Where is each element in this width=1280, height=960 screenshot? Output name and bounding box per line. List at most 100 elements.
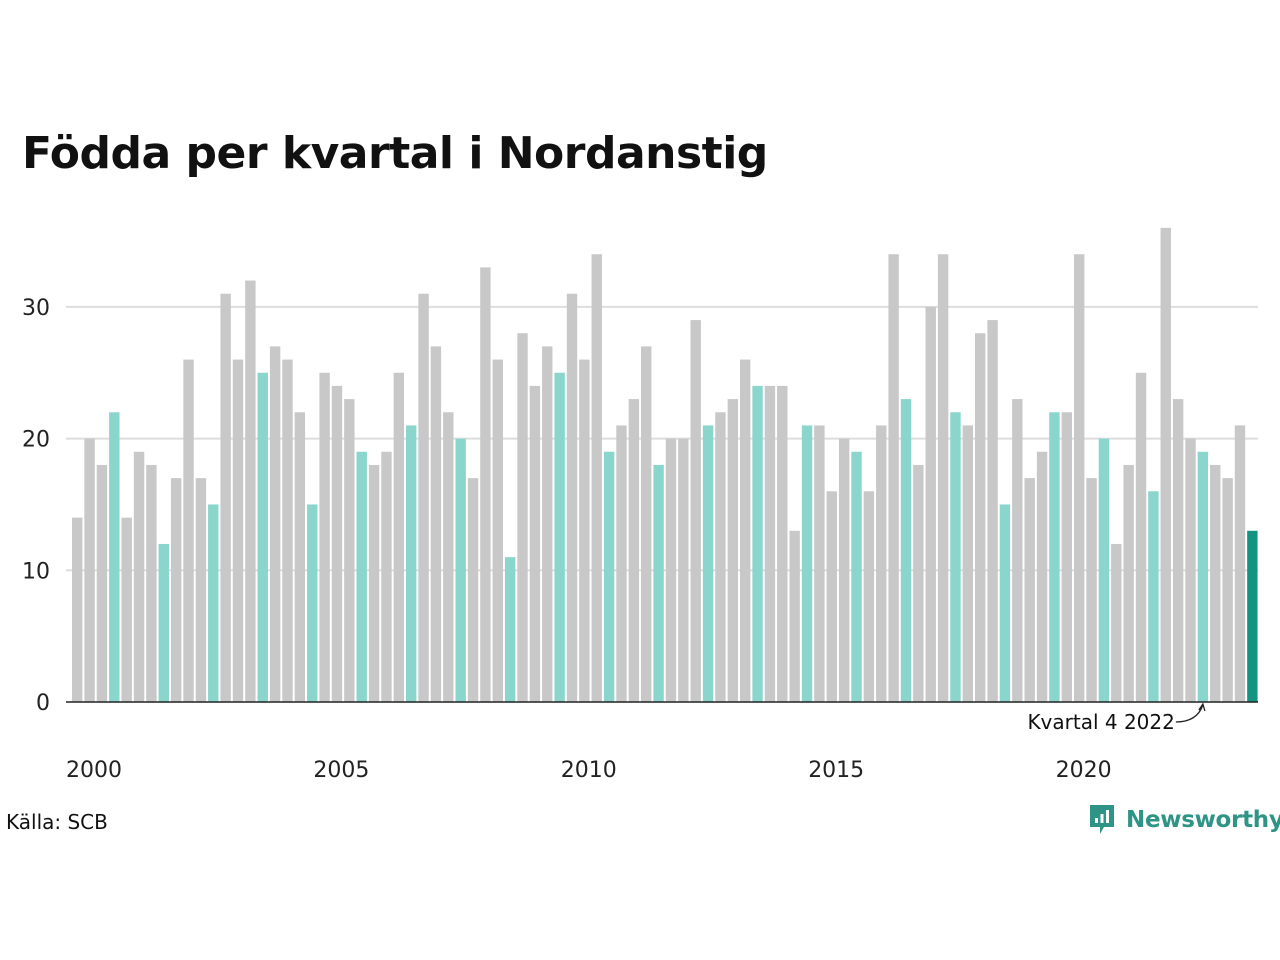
bar-2013-q3	[739, 359, 751, 702]
bar-2011-q1	[616, 425, 627, 702]
bar-2014-q3	[789, 530, 800, 702]
bar-2021-q3	[1135, 372, 1147, 702]
bar-2014-q1	[764, 385, 776, 702]
annotation-arrow-icon	[1175, 702, 1206, 723]
bar-2023-q4	[1247, 530, 1258, 702]
bar-2010-q2	[579, 359, 590, 702]
bar-2001-q2	[133, 451, 145, 702]
bar-2019-q1	[1012, 399, 1023, 702]
bar-2016-q3	[888, 254, 899, 702]
y-tick-label: 10	[22, 559, 50, 584]
bar-2010-q1	[566, 293, 578, 702]
bar-2007-q4	[455, 438, 466, 702]
bar-2023-q2	[1222, 478, 1233, 702]
bar-2004-q4	[307, 504, 318, 702]
bar-2022-q4	[1197, 451, 1209, 702]
y-tick-label: 30	[22, 296, 50, 321]
bar-2003-q1	[220, 293, 231, 702]
bar-2017-q2	[925, 306, 936, 702]
source-note: Källa: SCB	[6, 810, 108, 834]
bar-2002-q1	[170, 478, 182, 702]
bar-2015-q4	[851, 451, 862, 702]
bar-2016-q1	[863, 491, 875, 702]
bar-2012-q1	[665, 438, 677, 702]
bar-2014-q4	[801, 425, 813, 702]
bar-2018-q4	[999, 504, 1011, 702]
chart-title: Födda per kvartal i Nordanstig	[22, 128, 768, 179]
bar-2008-q4	[504, 557, 516, 702]
bar-2016-q4	[900, 399, 912, 702]
bar-2022-q3	[1185, 438, 1196, 702]
bar-2007-q1	[418, 293, 429, 702]
bar-2019-q3	[1036, 451, 1048, 702]
bar-2014-q2	[777, 385, 788, 702]
bar-2015-q3	[838, 438, 850, 702]
bar-2005-q4	[356, 451, 367, 702]
bar-2020-q1	[1061, 412, 1072, 702]
bars	[72, 227, 1258, 702]
bar-2009-q3	[542, 346, 553, 702]
y-tick-label: 20	[22, 428, 50, 453]
bar-2005-q3	[344, 399, 355, 702]
bar-2003-q3	[245, 280, 256, 702]
bar-2015-q2	[826, 491, 837, 702]
bar-2011-q3	[641, 346, 652, 702]
bar-2012-q4	[702, 425, 714, 702]
bar-2008-q2	[480, 267, 491, 702]
annotation: Kvartal 4 2022	[1027, 702, 1206, 734]
bar-2019-q2	[1024, 478, 1035, 702]
bar-2001-q4	[158, 543, 169, 702]
bar-2012-q3	[690, 320, 701, 702]
bar-2008-q3	[492, 359, 503, 702]
bar-2022-q1	[1160, 227, 1171, 702]
bar-2009-q1	[517, 333, 528, 702]
bar-2023-q3	[1234, 425, 1246, 702]
bar-2017-q1	[913, 464, 924, 702]
bar-2008-q1	[467, 478, 479, 702]
x-tick-label: 2015	[808, 758, 864, 783]
bar-2010-q4	[603, 451, 615, 702]
bar-2022-q2	[1172, 399, 1184, 702]
bar-2000-q3	[96, 464, 108, 702]
bar-2020-q3	[1086, 478, 1097, 702]
brand-logo[interactable]: Newsworthy	[1088, 803, 1280, 837]
bar-2004-q1	[269, 346, 281, 702]
bar-2006-q3	[393, 372, 405, 702]
bar-2018-q2	[975, 333, 986, 702]
bar-2012-q2	[678, 438, 689, 702]
bar-2020-q4	[1098, 438, 1110, 702]
bar-2013-q4	[752, 385, 763, 702]
y-tick-label: 0	[36, 691, 50, 716]
bar-2007-q3	[443, 412, 454, 702]
bar-2003-q4	[257, 372, 268, 702]
bar-2013-q2	[727, 399, 739, 702]
annotation-label: Kvartal 4 2022	[1027, 710, 1174, 734]
bar-2006-q2	[381, 451, 392, 702]
bar-2002-q4	[208, 504, 219, 702]
newsworthy-logo-icon	[1090, 805, 1114, 834]
bar-2006-q1	[368, 464, 380, 702]
bar-2019-q4	[1049, 412, 1060, 702]
bar-2010-q3	[591, 254, 602, 702]
brand-name: Newsworthy	[1126, 807, 1280, 833]
bar-2023-q1	[1210, 464, 1221, 702]
x-tick-label: 2010	[561, 758, 617, 783]
bar-2011-q4	[653, 464, 664, 702]
bar-2015-q1	[814, 425, 825, 702]
bar-2013-q1	[715, 412, 726, 702]
bar-2016-q2	[876, 425, 887, 702]
bar-2003-q2	[232, 359, 244, 702]
bar-2004-q3	[294, 412, 306, 702]
bar-2021-q1	[1111, 543, 1122, 702]
bar-2002-q3	[195, 478, 207, 702]
bar-2000-q4	[109, 412, 120, 702]
x-tick-label: 2020	[1056, 758, 1112, 783]
bar-2006-q4	[405, 425, 417, 702]
bar-2001-q1	[121, 517, 132, 702]
bar-2011-q2	[628, 399, 640, 702]
bar-2000-q1	[72, 517, 83, 702]
bar-2009-q4	[554, 372, 565, 702]
bar-2007-q2	[430, 346, 442, 702]
x-tick-label: 2005	[313, 758, 369, 783]
